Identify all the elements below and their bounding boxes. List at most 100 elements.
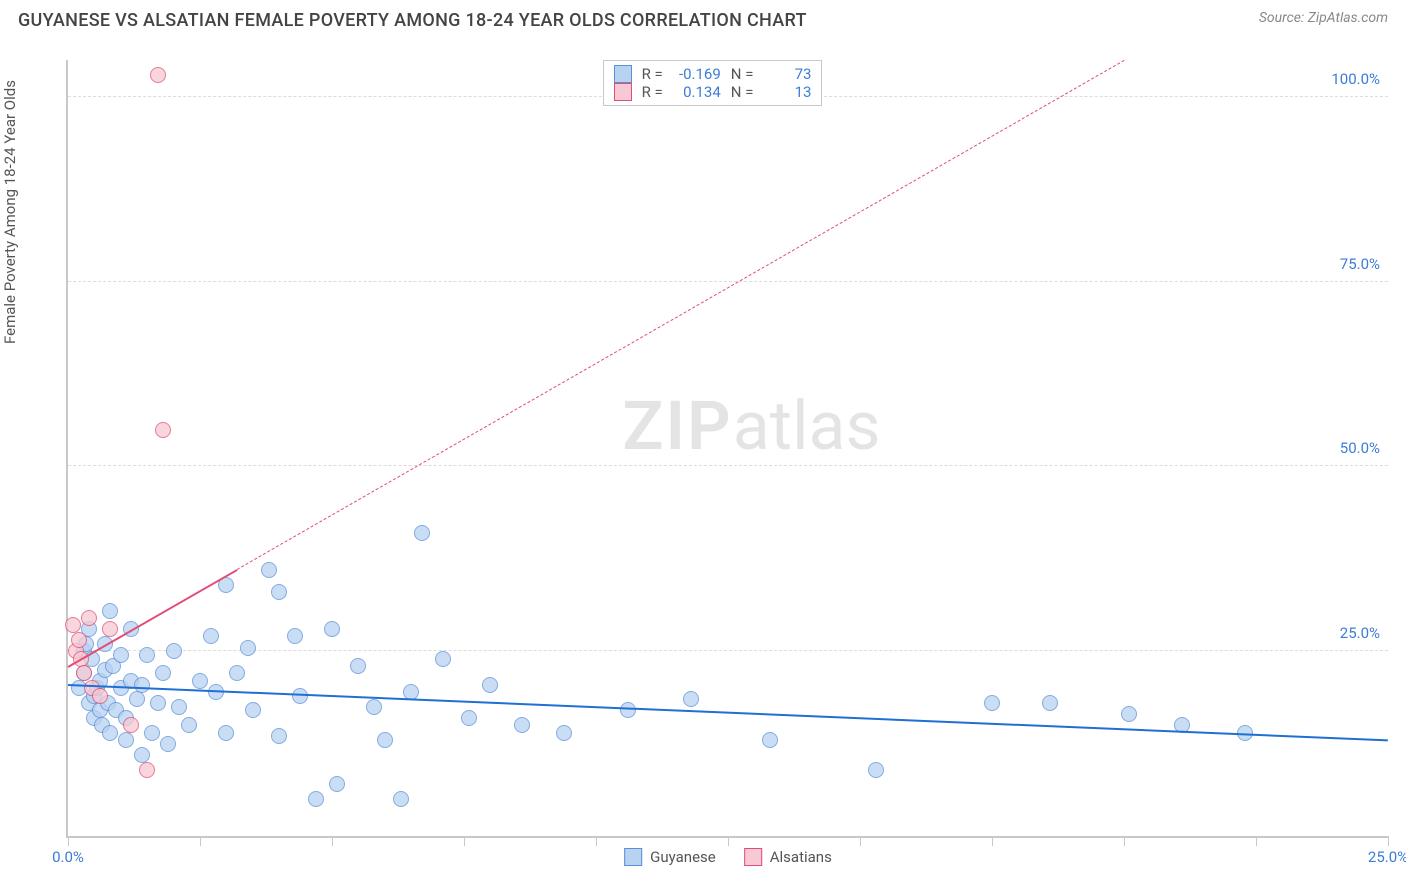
data-point bbox=[329, 776, 345, 792]
data-point bbox=[123, 717, 139, 733]
stat-n-value: 73 bbox=[763, 65, 811, 83]
stats-row: R = 0.134 N = 13 bbox=[614, 83, 812, 101]
data-point bbox=[271, 584, 287, 600]
data-point bbox=[192, 673, 208, 689]
data-point bbox=[261, 562, 277, 578]
data-point bbox=[240, 640, 256, 656]
legend-swatch bbox=[614, 65, 632, 83]
y-tick-label: 25.0% bbox=[1340, 624, 1380, 642]
data-point bbox=[144, 725, 160, 741]
data-point bbox=[229, 665, 245, 681]
stat-label-r: R = bbox=[642, 83, 663, 101]
gridline bbox=[68, 465, 1388, 466]
x-tick bbox=[596, 836, 597, 846]
data-point bbox=[984, 695, 1000, 711]
data-point bbox=[324, 621, 340, 637]
chart-container: Female Poverty Among 18-24 Year Olds ZIP… bbox=[18, 48, 1388, 886]
data-point bbox=[377, 732, 393, 748]
legend-swatch bbox=[744, 848, 762, 866]
data-point bbox=[366, 699, 382, 715]
data-point bbox=[166, 643, 182, 659]
y-tick-label: 75.0% bbox=[1340, 255, 1380, 273]
data-point bbox=[556, 725, 572, 741]
data-point bbox=[271, 728, 287, 744]
data-point bbox=[461, 710, 477, 726]
data-point bbox=[81, 610, 97, 626]
data-point bbox=[287, 628, 303, 644]
data-point bbox=[65, 617, 81, 633]
data-point bbox=[155, 422, 171, 438]
data-point bbox=[155, 665, 171, 681]
data-point bbox=[129, 691, 145, 707]
data-point bbox=[71, 632, 87, 648]
stat-r-value: -0.169 bbox=[673, 65, 721, 83]
series-legend: Guyanese Alsatians bbox=[624, 848, 832, 866]
legend-label: Alsatians bbox=[770, 848, 832, 866]
gridline bbox=[68, 650, 1388, 651]
regression-line bbox=[68, 684, 1388, 741]
data-point bbox=[308, 791, 324, 807]
data-point bbox=[92, 688, 108, 704]
data-point bbox=[118, 732, 134, 748]
data-point bbox=[139, 762, 155, 778]
legend-item: Alsatians bbox=[744, 848, 832, 866]
x-tick bbox=[728, 836, 729, 846]
stat-label-n: N = bbox=[731, 65, 754, 83]
x-tick-label: 0.0% bbox=[52, 848, 84, 866]
data-point bbox=[683, 691, 699, 707]
data-point bbox=[414, 525, 430, 541]
stats-legend: R = -0.169 N = 73 R = 0.134 N = 13 bbox=[603, 60, 823, 106]
x-tick bbox=[1388, 836, 1389, 846]
data-point bbox=[514, 717, 530, 733]
stat-r-value: 0.134 bbox=[673, 83, 721, 101]
data-point bbox=[76, 665, 92, 681]
data-point bbox=[102, 621, 118, 637]
data-point bbox=[350, 658, 366, 674]
data-point bbox=[113, 647, 129, 663]
stats-row: R = -0.169 N = 73 bbox=[614, 65, 812, 83]
y-tick-label: 50.0% bbox=[1340, 439, 1380, 457]
data-point bbox=[139, 647, 155, 663]
x-tick bbox=[860, 836, 861, 846]
x-tick bbox=[332, 836, 333, 846]
chart-title: GUYANESE VS ALSATIAN FEMALE POVERTY AMON… bbox=[18, 10, 807, 31]
data-point bbox=[245, 702, 261, 718]
regression-line bbox=[237, 60, 1125, 570]
x-tick bbox=[68, 836, 69, 846]
y-axis-title: Female Poverty Among 18-24 Year Olds bbox=[1, 80, 19, 344]
stat-n-value: 13 bbox=[763, 83, 811, 101]
data-point bbox=[102, 603, 118, 619]
gridline bbox=[68, 281, 1388, 282]
data-point bbox=[868, 762, 884, 778]
data-point bbox=[1121, 706, 1137, 722]
data-point bbox=[134, 747, 150, 763]
data-point bbox=[762, 732, 778, 748]
plot-area: ZIPatlas 25.0%50.0%75.0%100.0%0.0%25.0%R… bbox=[66, 60, 1388, 838]
data-point bbox=[171, 699, 187, 715]
legend-swatch bbox=[614, 83, 632, 101]
x-tick bbox=[464, 836, 465, 846]
data-point bbox=[134, 677, 150, 693]
data-point bbox=[435, 651, 451, 667]
data-point bbox=[393, 791, 409, 807]
x-tick bbox=[200, 836, 201, 846]
data-point bbox=[150, 67, 166, 83]
legend-swatch bbox=[624, 848, 642, 866]
x-tick bbox=[1124, 836, 1125, 846]
legend-label: Guyanese bbox=[650, 848, 716, 866]
data-point bbox=[620, 702, 636, 718]
x-tick bbox=[992, 836, 993, 846]
data-point bbox=[203, 628, 219, 644]
data-point bbox=[482, 677, 498, 693]
data-point bbox=[160, 736, 176, 752]
x-tick-label: 25.0% bbox=[1368, 848, 1406, 866]
stat-label-r: R = bbox=[642, 65, 663, 83]
y-tick-label: 100.0% bbox=[1331, 70, 1380, 88]
data-point bbox=[218, 725, 234, 741]
watermark: ZIPatlas bbox=[622, 386, 880, 466]
stat-label-n: N = bbox=[731, 83, 754, 101]
legend-item: Guyanese bbox=[624, 848, 716, 866]
source-label: Source: ZipAtlas.com bbox=[1259, 10, 1388, 26]
data-point bbox=[181, 717, 197, 733]
data-point bbox=[102, 725, 118, 741]
